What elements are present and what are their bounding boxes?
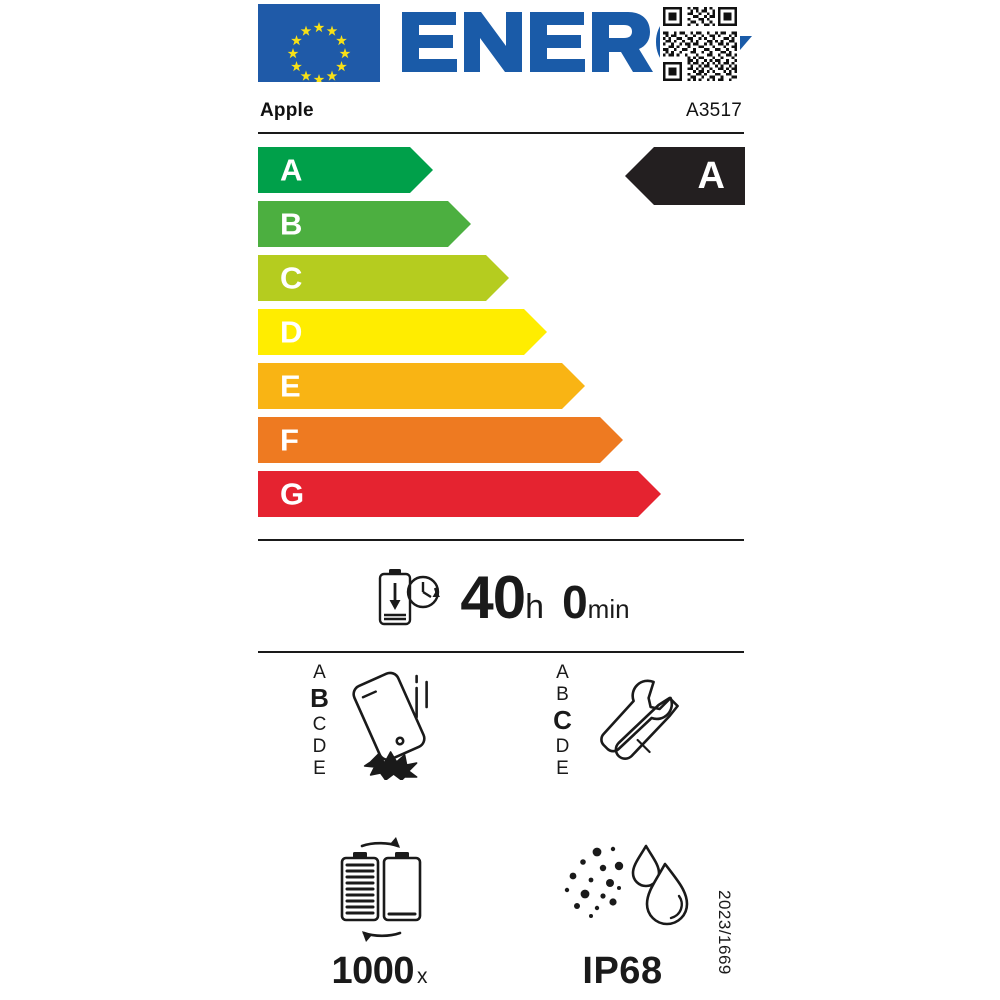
energy-bar-a: A	[258, 147, 433, 193]
falling-phone-icon	[339, 662, 449, 780]
divider-top	[258, 539, 744, 541]
energy-class-scale: A B C D E	[258, 147, 745, 527]
energy-bar-letter-c: C	[280, 260, 303, 296]
drop-class-d: D	[312, 735, 327, 757]
repair-class-a: A	[556, 662, 569, 684]
energy-bar-letter-a: A	[280, 152, 303, 188]
rated-energy-class-badge: A	[625, 147, 745, 205]
ingress-protection-caption: IP68	[501, 950, 744, 993]
repair-class-e: E	[556, 757, 569, 779]
drop-class-b: B	[310, 683, 329, 714]
dust-water-icon	[553, 838, 693, 942]
energy-bar-letter-f: F	[280, 422, 299, 458]
energy-bar-c: C	[258, 255, 509, 301]
battery-duration-row: 40 h 0 min	[258, 556, 744, 638]
drop-class-c: C	[312, 713, 327, 735]
energy-bar-letter-e: E	[280, 368, 301, 404]
pictogram-grid: A B C D E	[258, 662, 744, 992]
energy-bar-letter-d: D	[280, 314, 303, 350]
drop-resistance-class-column: A B C D E	[310, 662, 329, 779]
divider-bottom	[258, 651, 744, 653]
label-header	[258, 4, 752, 84]
energy-bar-f: F	[258, 417, 623, 463]
repair-class-c: C	[553, 705, 572, 736]
supplier-model-row: Apple A3517	[258, 100, 744, 134]
rated-energy-class-letter: A	[697, 155, 725, 197]
drop-resistance-pictogram: A B C D E	[258, 662, 501, 822]
eu-flag-icon	[258, 4, 380, 82]
battery-cycles-unit: x	[417, 965, 428, 988]
energy-bar-letter-g: G	[280, 476, 305, 512]
qr-code-icon	[656, 4, 744, 84]
duration-hours: 40	[460, 563, 526, 631]
ingress-protection-pictogram: IP68	[501, 832, 744, 992]
drop-class-e: E	[313, 757, 326, 779]
battery-cycles-caption: 1000 x	[258, 950, 501, 993]
duration-minutes: 0	[562, 575, 588, 628]
energy-bar-letter-b: B	[280, 206, 303, 242]
duration-minutes-unit: min	[587, 593, 630, 624]
regulation-reference: 2023/1669	[715, 890, 734, 975]
energy-bar-d: D	[258, 309, 547, 355]
repair-class-d: D	[555, 735, 570, 757]
repairability-pictogram: A B C D E	[501, 662, 744, 822]
repair-class-b: B	[556, 684, 569, 706]
repairability-class-column: A B C D E	[553, 662, 572, 779]
battery-clock-icon	[372, 566, 448, 628]
energy-bar-g: G	[258, 471, 661, 517]
drop-class-a: A	[313, 662, 326, 684]
battery-cycles-value: 1000	[331, 950, 415, 992]
wrench-screwdriver-icon	[582, 662, 692, 780]
energy-bar-b: B	[258, 201, 471, 247]
battery-cycle-icon	[320, 836, 440, 946]
battery-cycles-pictogram: 1000 x	[258, 832, 501, 992]
model-identifier: A3517	[686, 100, 742, 121]
duration-hours-unit: h	[525, 587, 545, 626]
energy-bar-e: E	[258, 363, 585, 409]
battery-duration-text: 40 h 0 min	[460, 563, 629, 632]
supplier-name: Apple	[260, 100, 314, 121]
ingress-protection-value: IP68	[582, 950, 663, 992]
